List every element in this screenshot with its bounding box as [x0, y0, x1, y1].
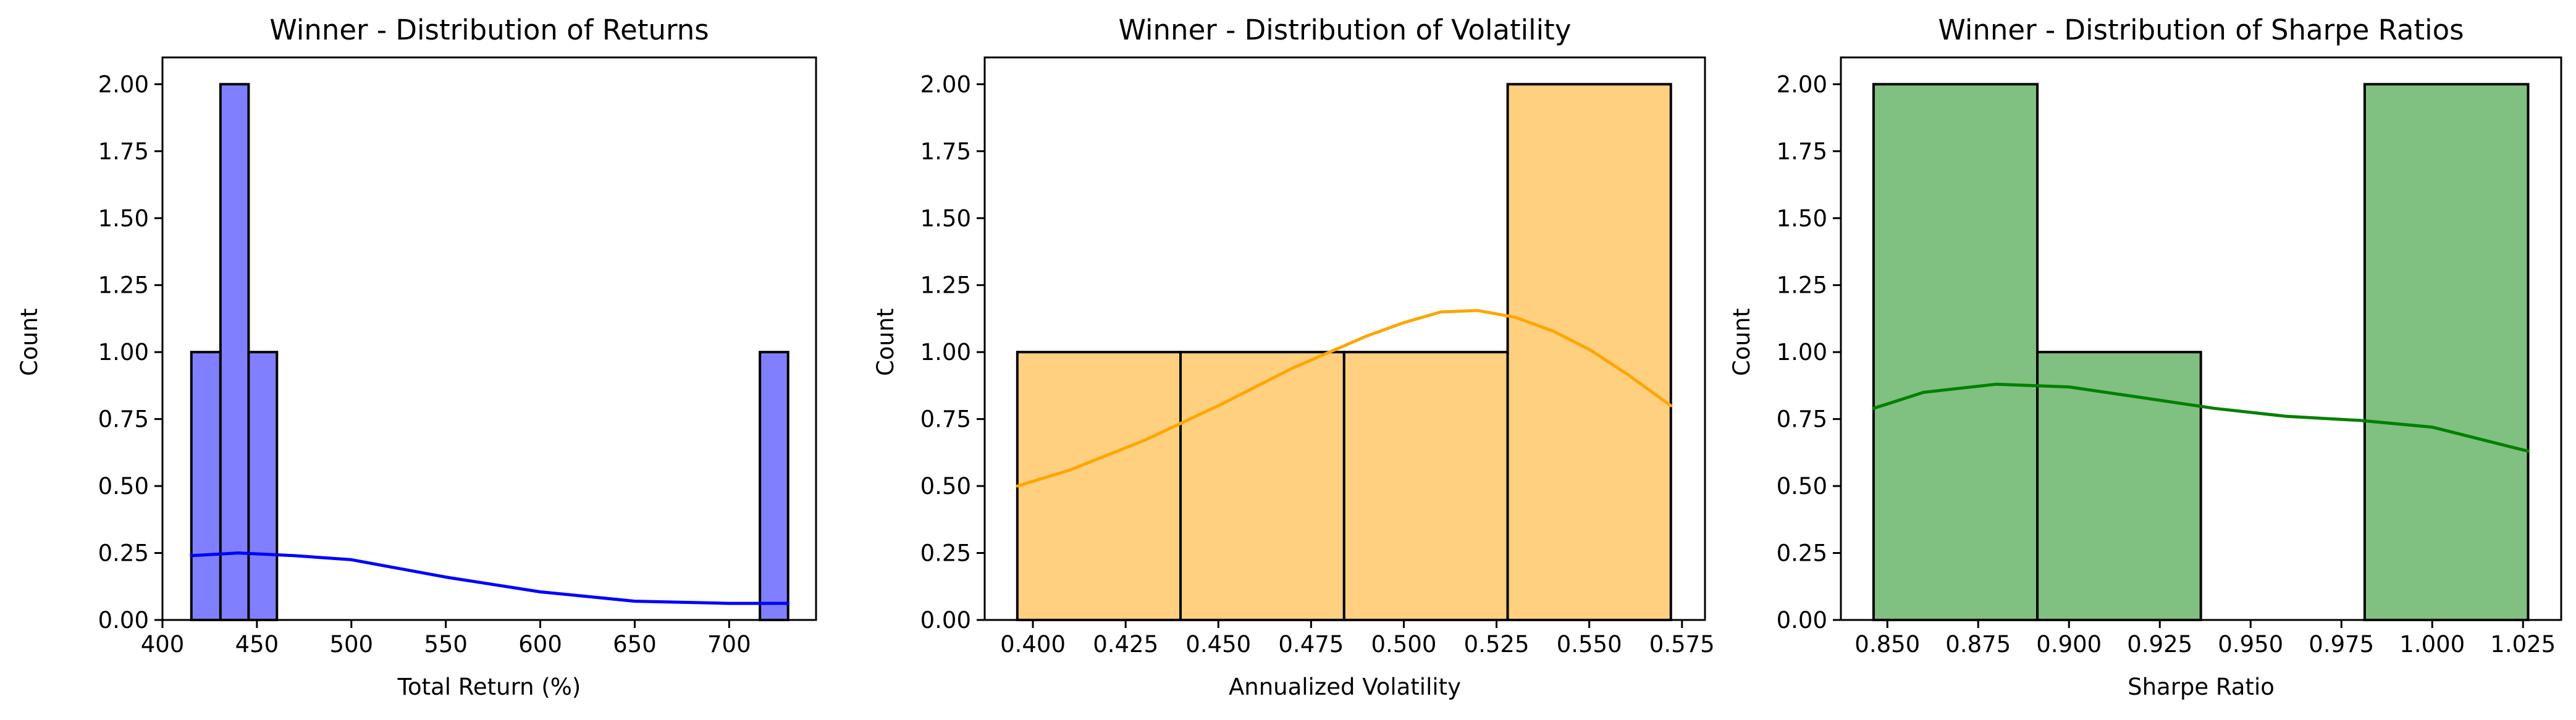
- y-tick-label: 1.00: [98, 339, 149, 366]
- chart-title: Winner - Distribution of Volatility: [1119, 14, 1572, 46]
- sharpe-histogram-panel: Winner - Distribution of Sharpe Ratios S…: [1728, 14, 2562, 700]
- y-tick-label: 1.00: [920, 339, 971, 366]
- x-tick-label: 400: [141, 631, 185, 658]
- y-tick-label: 0.75: [1777, 406, 1827, 433]
- histogram-bar: [1342, 351, 1509, 621]
- kde-line: [1016, 309, 1673, 488]
- histogram-bar: [1506, 83, 1672, 621]
- y-tick-label: 0.00: [98, 607, 149, 634]
- y-tick-label: 0.25: [98, 540, 149, 567]
- y-tick-label: 1.75: [920, 138, 971, 165]
- y-tick-label: 1.75: [1777, 138, 1827, 165]
- x-tick-label: 0.525: [1464, 631, 1530, 658]
- chart-title: Winner - Distribution of Sharpe Ratios: [1938, 14, 2464, 46]
- x-tick-label: 700: [707, 631, 751, 658]
- histogram-bar: [190, 351, 222, 621]
- x-tick-label: 0.400: [1000, 631, 1066, 658]
- kde-line: [190, 551, 790, 605]
- axes-frame: [983, 56, 1706, 621]
- y-tick-label: 1.25: [98, 272, 149, 299]
- histogram-bar: [759, 351, 789, 621]
- histogram-bar: [1872, 83, 2039, 621]
- y-tick-label: 0.50: [98, 473, 149, 500]
- y-tick-label: 0.50: [920, 473, 971, 500]
- x-tick-label: 0.500: [1371, 631, 1436, 658]
- y-tick-label: 1.50: [920, 205, 971, 232]
- y-tick-label: 0.50: [1777, 473, 1827, 500]
- histogram-bar: [2363, 83, 2530, 621]
- y-tick-label: 0.25: [920, 540, 971, 567]
- axes-frame: [1840, 56, 2562, 621]
- x-tick-label: 0.950: [2218, 631, 2283, 658]
- x-tick-label: 1.025: [2490, 631, 2556, 658]
- y-tick-label: 2.00: [1777, 71, 1827, 98]
- y-tick-label: 1.25: [920, 272, 971, 299]
- y-tick-label: 1.00: [1777, 339, 1827, 366]
- y-axis-label: Count: [872, 308, 899, 376]
- x-tick-label: 0.550: [1557, 631, 1622, 658]
- x-tick-label: 0.875: [1945, 631, 2011, 658]
- y-axis-label: Count: [16, 308, 43, 376]
- y-tick-label: 1.50: [98, 205, 149, 232]
- x-axis-label: Total Return (%): [397, 674, 581, 700]
- chart-title: Winner - Distribution of Returns: [269, 14, 709, 46]
- y-tick-label: 0.25: [1777, 540, 1827, 567]
- x-tick-label: 0.925: [2127, 631, 2192, 658]
- x-tick-label: 0.450: [1185, 631, 1251, 658]
- y-tick-label: 0.00: [1777, 607, 1827, 634]
- x-tick-label: 0.475: [1278, 631, 1344, 658]
- y-tick-label: 0.75: [98, 406, 149, 433]
- x-tick-label: 550: [424, 631, 468, 658]
- volatility-histogram-panel: Winner - Distribution of Volatility Annu…: [872, 14, 1715, 700]
- y-tick-label: 1.25: [1777, 272, 1827, 299]
- histogram-bar: [2036, 351, 2202, 621]
- histogram-bar: [247, 351, 279, 621]
- x-tick-label: 0.850: [1854, 631, 1920, 658]
- y-tick-label: 2.00: [98, 71, 149, 98]
- histogram-bar: [219, 83, 250, 621]
- x-tick-label: 0.425: [1093, 631, 1158, 658]
- x-tick-label: 450: [235, 631, 279, 658]
- y-tick-label: 2.00: [920, 71, 971, 98]
- histogram-bar: [1016, 351, 1182, 621]
- returns-histogram-panel: Winner - Distribution of Returns Total R…: [16, 14, 817, 700]
- x-tick-label: 1.000: [2399, 631, 2465, 658]
- x-axis-label: Sharpe Ratio: [2128, 674, 2275, 700]
- y-axis-label: Count: [1728, 308, 1755, 376]
- x-tick-label: 0.900: [2036, 631, 2102, 658]
- y-tick-label: 1.50: [1777, 205, 1827, 232]
- histogram-bar: [1179, 351, 1345, 621]
- y-tick-label: 1.75: [98, 138, 149, 165]
- x-tick-label: 0.975: [2309, 631, 2374, 658]
- axes-frame: [161, 56, 817, 621]
- kde-line: [1872, 382, 2530, 453]
- y-tick-label: 0.75: [920, 406, 971, 433]
- x-tick-label: 500: [329, 631, 373, 658]
- x-tick-label: 600: [518, 631, 562, 658]
- x-tick-label: 650: [613, 631, 657, 658]
- y-tick-label: 0.00: [920, 607, 971, 634]
- x-axis-label: Annualized Volatility: [1229, 674, 1461, 700]
- x-tick-label: 0.575: [1649, 631, 1715, 658]
